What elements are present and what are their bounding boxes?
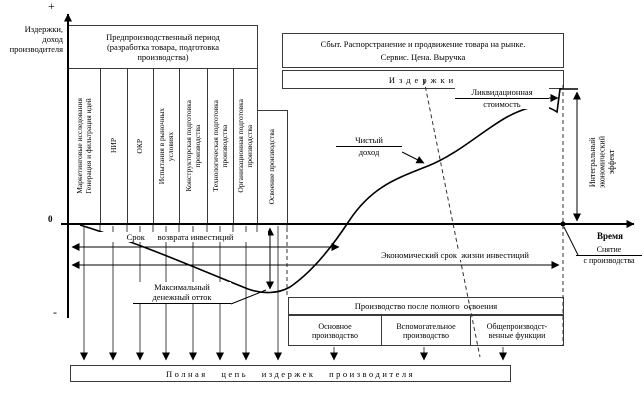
time-axis-label: Время (597, 231, 624, 241)
economic-life-label: Экономический срок жизни инвестиций (350, 250, 560, 261)
sales-box: Сбыт. Распорстранение и продвижение това… (282, 33, 564, 68)
zero-label: 0 (48, 214, 53, 224)
net-income-line2: доход (358, 147, 380, 158)
integral-effect-text: Интегральный экономический эффект (587, 135, 616, 189)
stage-nir: НИР (100, 68, 128, 224)
production-cell-auxiliary: Вспомогательное производство (382, 316, 471, 346)
withdrawal-line1: Снятие (576, 245, 642, 257)
withdrawal-line2: с производства (583, 256, 635, 266)
payback-period-label: Срок возврата инвестиций (92, 232, 268, 243)
net-income-leader (401, 151, 425, 164)
net-income-callout: Чистый доход (336, 135, 402, 158)
cashflow-curve (79, 88, 578, 294)
costs-bar: Издержки (282, 70, 564, 89)
stage-organizational-preparation: Организационная подготовка производства (233, 68, 258, 224)
stage-technological-preparation: Технологическая подготовка производства (207, 68, 234, 224)
development-stage-box: Освоение производства (257, 110, 288, 224)
net-income-line1: Чистый (336, 135, 402, 148)
y-axis-label: Издержки, доход производителя (9, 24, 63, 55)
production-table-header: Производство после полного освоения (289, 298, 563, 316)
production-cell-main: Основное производство (289, 316, 382, 346)
axis-intersection-dot (560, 221, 566, 227)
integral-effect-label: Интегральный экономический эффект (584, 103, 620, 221)
production-cell-general: Общепроизводст- венные функции (486, 322, 548, 340)
preproduction-period-box: Предпроизводственный период (разработка … (68, 25, 258, 69)
costs-dashed-line (423, 79, 481, 358)
minus-sign: - (53, 305, 57, 319)
liquidation-line2: стоимость (483, 99, 521, 110)
stage-okr: ОКР (127, 68, 154, 224)
max-outflow-line1: Максимальный (154, 282, 210, 292)
liquidation-line1: Ликвидационная (455, 87, 549, 100)
max-outflow-line2: денежный отток (133, 292, 231, 305)
max-outflow-callout: Максимальный денежный отток (133, 282, 231, 305)
bottom-cost-chain-bar: Полная цепь издержек производителя (70, 365, 511, 382)
max-outflow-leader (230, 289, 267, 305)
withdrawal-leader (563, 226, 579, 256)
production-table: Производство после полного освоения Осно… (288, 297, 564, 346)
withdrawal-callout: Снятие с производства (576, 245, 642, 266)
plus-sign: + (48, 0, 55, 13)
liquidation-value-callout: Ликвидационная стоимость (455, 87, 549, 110)
